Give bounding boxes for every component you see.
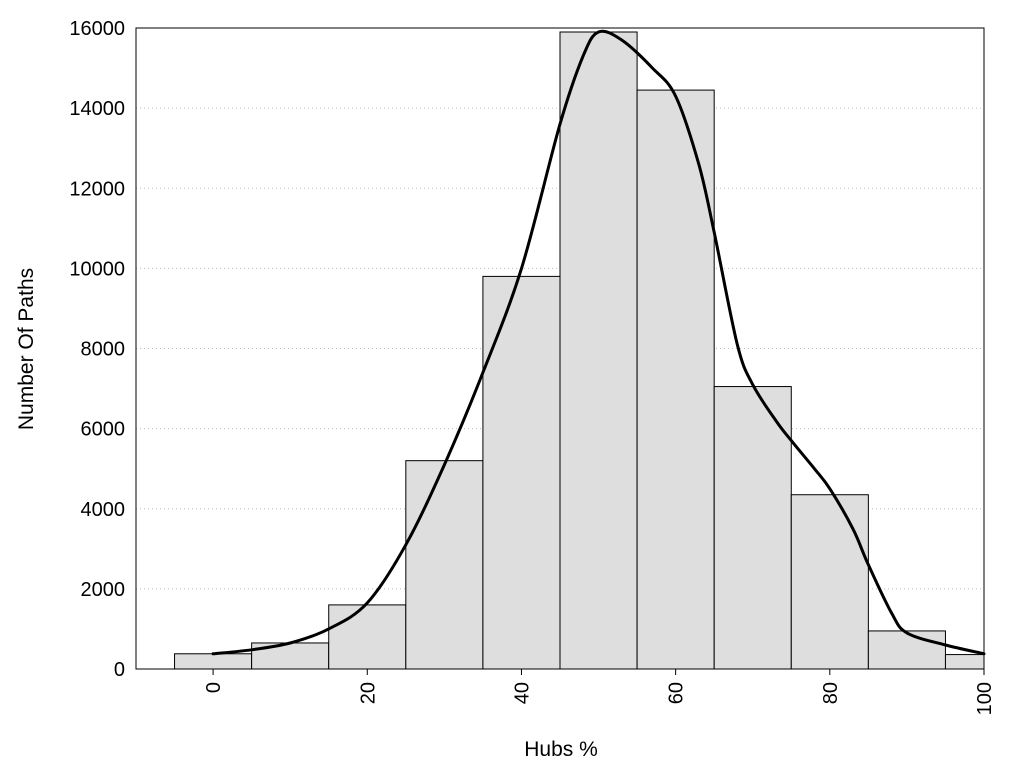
histogram-bar: [559, 31, 638, 670]
x-tick-label: 60: [666, 682, 688, 704]
x-axis-ticks: 0 20 40 60 80 100: [203, 669, 996, 715]
y-tick-label: 0: [114, 659, 125, 681]
y-axis-ticks: 0 2000 4000 6000 8000 10000 12000 14000 16000: [69, 18, 125, 681]
x-tick-label: 0: [203, 682, 225, 693]
y-tick-label: 4000: [81, 499, 126, 521]
histogram-bar: [405, 460, 484, 670]
x-tick-label: 40: [511, 682, 533, 704]
y-tick-label: 16000: [69, 18, 125, 40]
histogram-bar: [482, 275, 561, 670]
y-tick-label: 10000: [69, 258, 125, 280]
histogram-bar: [944, 654, 985, 670]
y-tick-label: 6000: [81, 419, 126, 441]
x-tick-label: 100: [974, 682, 996, 715]
y-axis-label: Number Of Paths: [15, 268, 38, 430]
histogram-bar: [713, 386, 792, 670]
y-tick-label: 14000: [69, 98, 125, 120]
plot-frame: [135, 27, 985, 670]
histogram-bar: [636, 89, 715, 670]
histogram-bar: [867, 630, 946, 670]
histogram-bar: [790, 494, 869, 670]
density-curve-layer: [211, 29, 986, 656]
histogram-bars: [174, 31, 985, 670]
y-tick-label: 12000: [69, 178, 125, 200]
x-tick-label: 80: [820, 682, 842, 704]
x-tick-label: 20: [357, 682, 379, 704]
histogram-bar: [328, 604, 407, 670]
density-curve: [211, 29, 986, 656]
histogram-bar: [174, 653, 253, 670]
y-tick-label: 2000: [81, 579, 126, 601]
y-tick-label: 8000: [81, 339, 126, 361]
x-axis-label: Hubs %: [524, 738, 598, 761]
